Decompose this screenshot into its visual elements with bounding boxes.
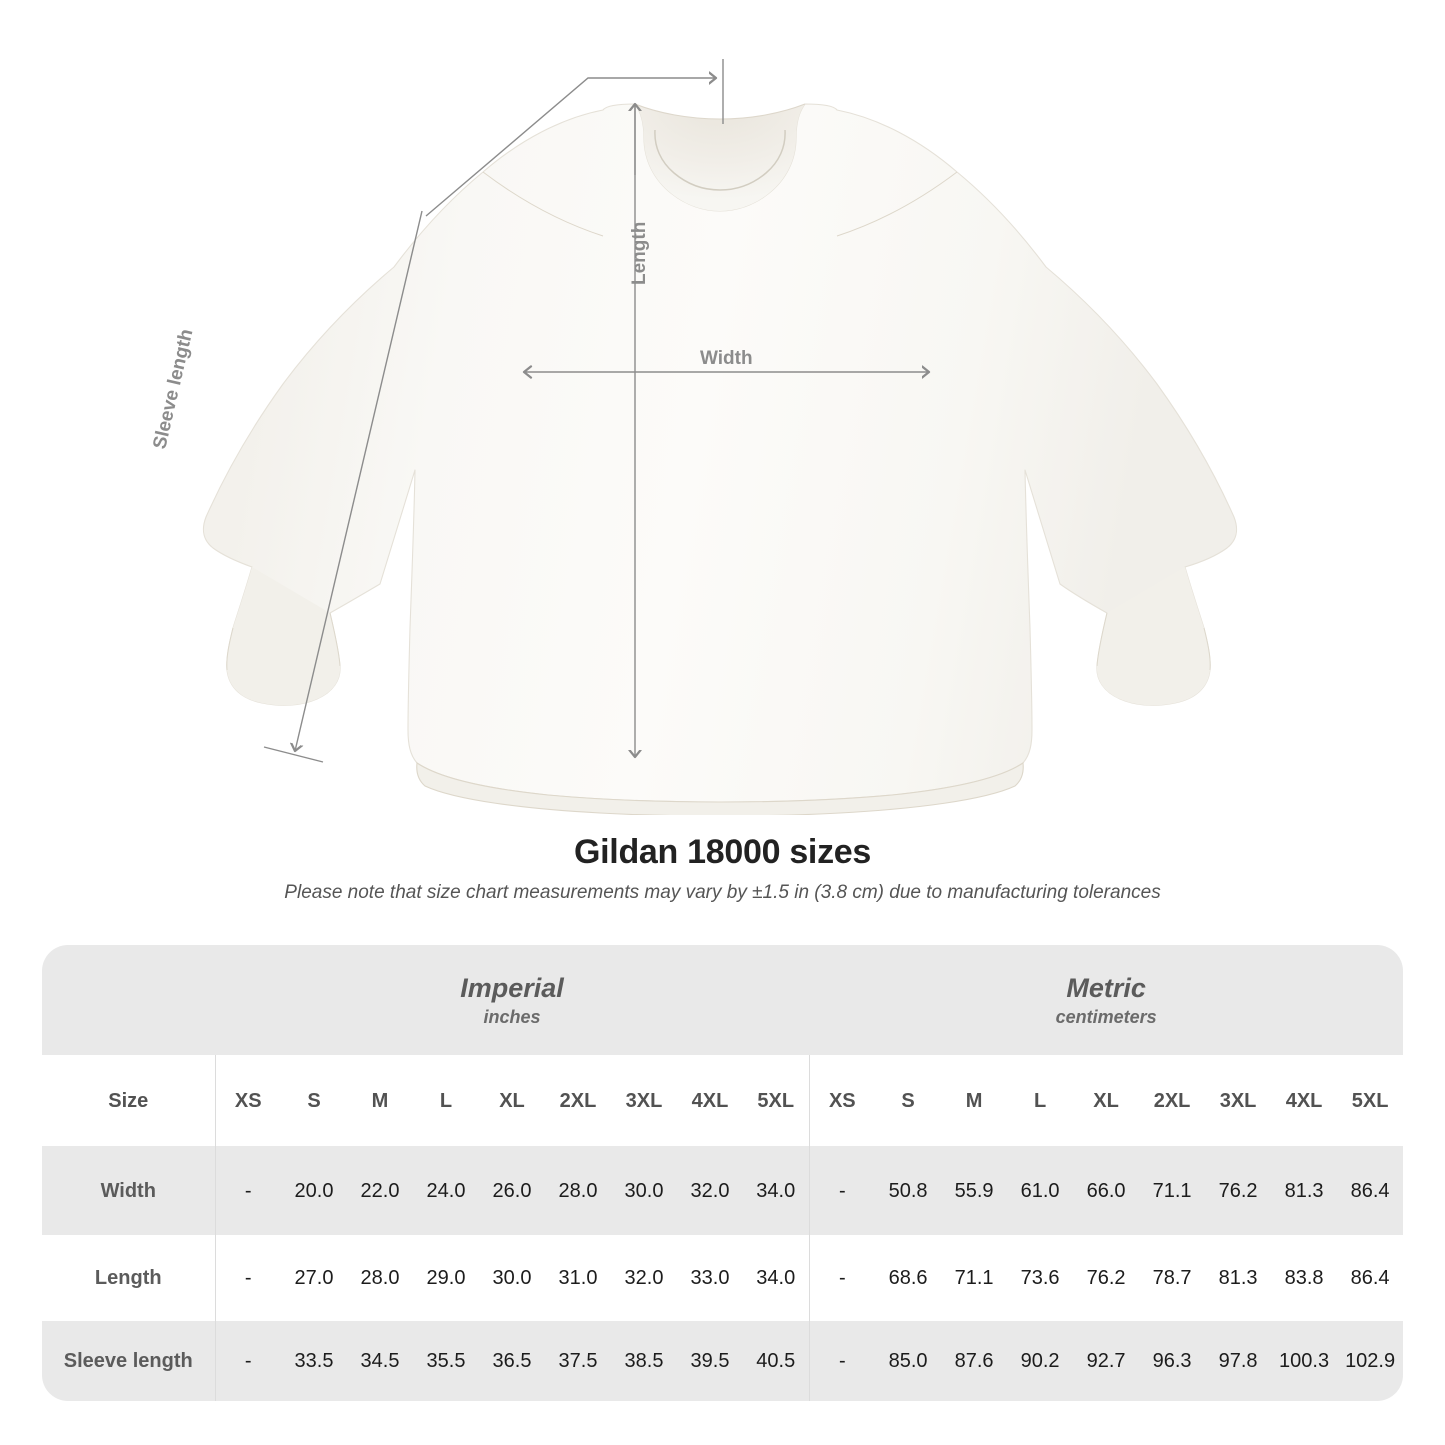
svg-text:Length: Length bbox=[629, 222, 650, 285]
svg-text:Width: Width bbox=[700, 348, 753, 369]
svg-text:Sleeve length: Sleeve length bbox=[149, 327, 197, 451]
